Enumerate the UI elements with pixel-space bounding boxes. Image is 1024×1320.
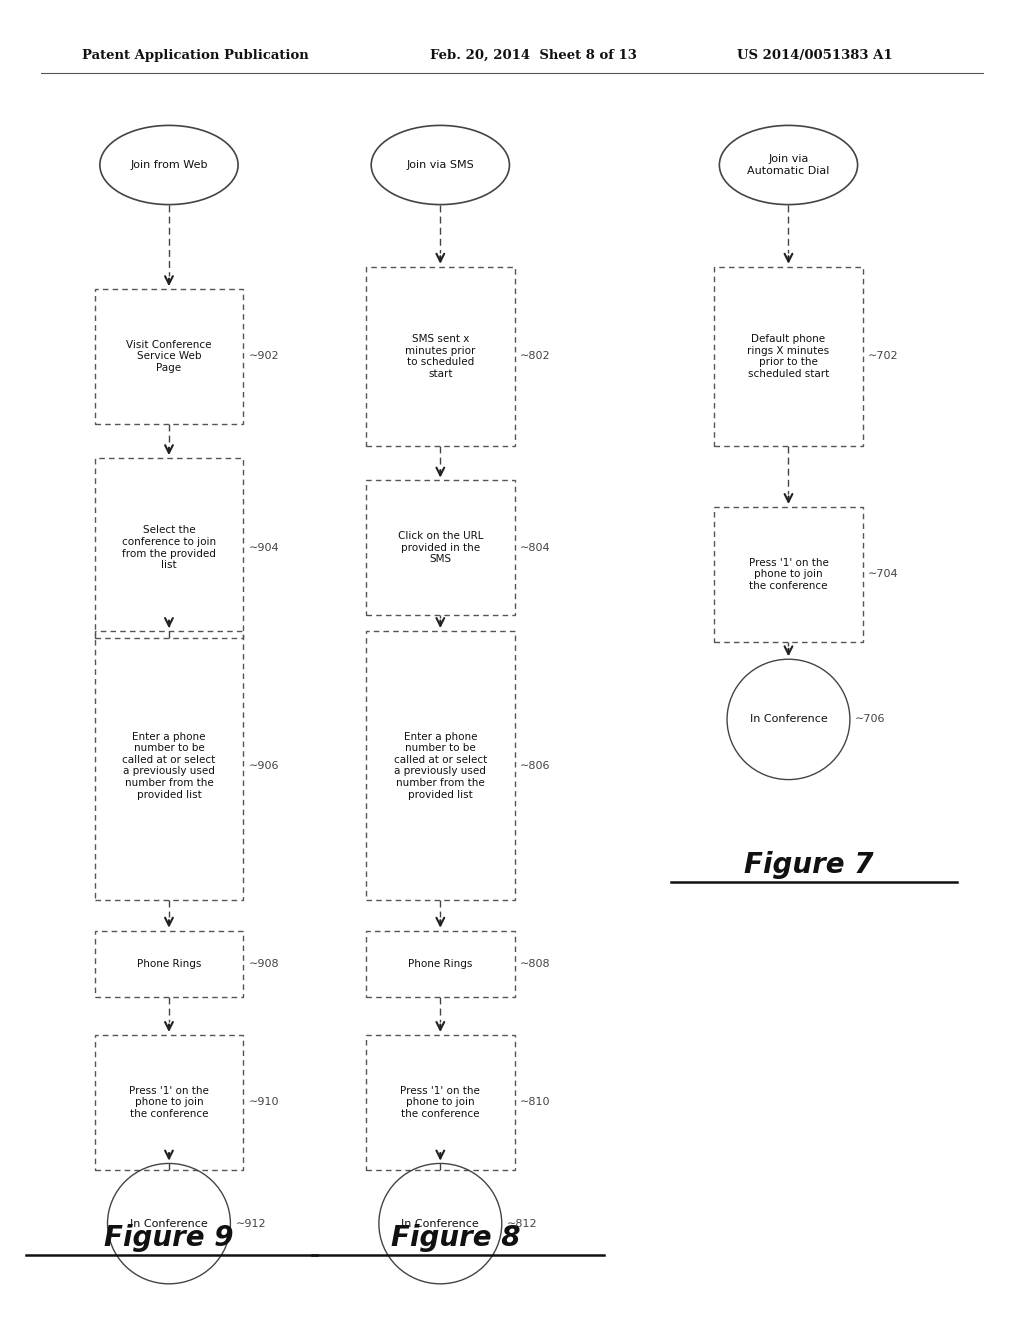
Text: ∼810: ∼810 (519, 1097, 550, 1107)
Text: ∼808: ∼808 (519, 958, 550, 969)
Text: SMS sent x
minutes prior
to scheduled
start: SMS sent x minutes prior to scheduled st… (406, 334, 475, 379)
Text: Join via
Automatic Dial: Join via Automatic Dial (748, 154, 829, 176)
Text: Press '1' on the
phone to join
the conference: Press '1' on the phone to join the confe… (400, 1085, 480, 1119)
Text: Join from Web: Join from Web (130, 160, 208, 170)
Text: Phone Rings: Phone Rings (409, 958, 472, 969)
Text: Phone Rings: Phone Rings (137, 958, 201, 969)
Text: ∼908: ∼908 (248, 958, 279, 969)
Text: Join via SMS: Join via SMS (407, 160, 474, 170)
Text: ∼702: ∼702 (868, 351, 898, 362)
Text: ∼806: ∼806 (519, 760, 550, 771)
Text: Figure 7: Figure 7 (744, 850, 873, 879)
Text: Visit Conference
Service Web
Page: Visit Conference Service Web Page (126, 339, 212, 374)
Text: In Conference: In Conference (401, 1218, 479, 1229)
Text: Default phone
rings X minutes
prior to the
scheduled start: Default phone rings X minutes prior to t… (748, 334, 829, 379)
Text: Click on the URL
provided in the
SMS: Click on the URL provided in the SMS (397, 531, 483, 565)
Text: ∼704: ∼704 (868, 569, 898, 579)
Text: ∼904: ∼904 (248, 543, 279, 553)
Text: Figure 9: Figure 9 (104, 1224, 233, 1253)
Text: Press '1' on the
phone to join
the conference: Press '1' on the phone to join the confe… (749, 557, 828, 591)
Text: Feb. 20, 2014  Sheet 8 of 13: Feb. 20, 2014 Sheet 8 of 13 (430, 49, 637, 62)
Text: US 2014/0051383 A1: US 2014/0051383 A1 (737, 49, 893, 62)
Text: ∼906: ∼906 (248, 760, 279, 771)
Text: ∼804: ∼804 (519, 543, 550, 553)
Text: Press '1' on the
phone to join
the conference: Press '1' on the phone to join the confe… (129, 1085, 209, 1119)
Text: In Conference: In Conference (750, 714, 827, 725)
Text: ∼706: ∼706 (855, 714, 886, 725)
Text: ∼802: ∼802 (519, 351, 550, 362)
Text: ∼912: ∼912 (236, 1218, 266, 1229)
Text: ∼910: ∼910 (248, 1097, 279, 1107)
Text: In Conference: In Conference (130, 1218, 208, 1229)
Text: Select the
conference to join
from the provided
list: Select the conference to join from the p… (122, 525, 216, 570)
Text: ∼812: ∼812 (507, 1218, 538, 1229)
Text: Patent Application Publication: Patent Application Publication (82, 49, 308, 62)
Text: Enter a phone
number to be
called at or select
a previously used
number from the: Enter a phone number to be called at or … (393, 731, 487, 800)
Text: Enter a phone
number to be
called at or select
a previously used
number from the: Enter a phone number to be called at or … (122, 731, 216, 800)
Text: ∼902: ∼902 (248, 351, 279, 362)
Text: Figure 8: Figure 8 (391, 1224, 520, 1253)
